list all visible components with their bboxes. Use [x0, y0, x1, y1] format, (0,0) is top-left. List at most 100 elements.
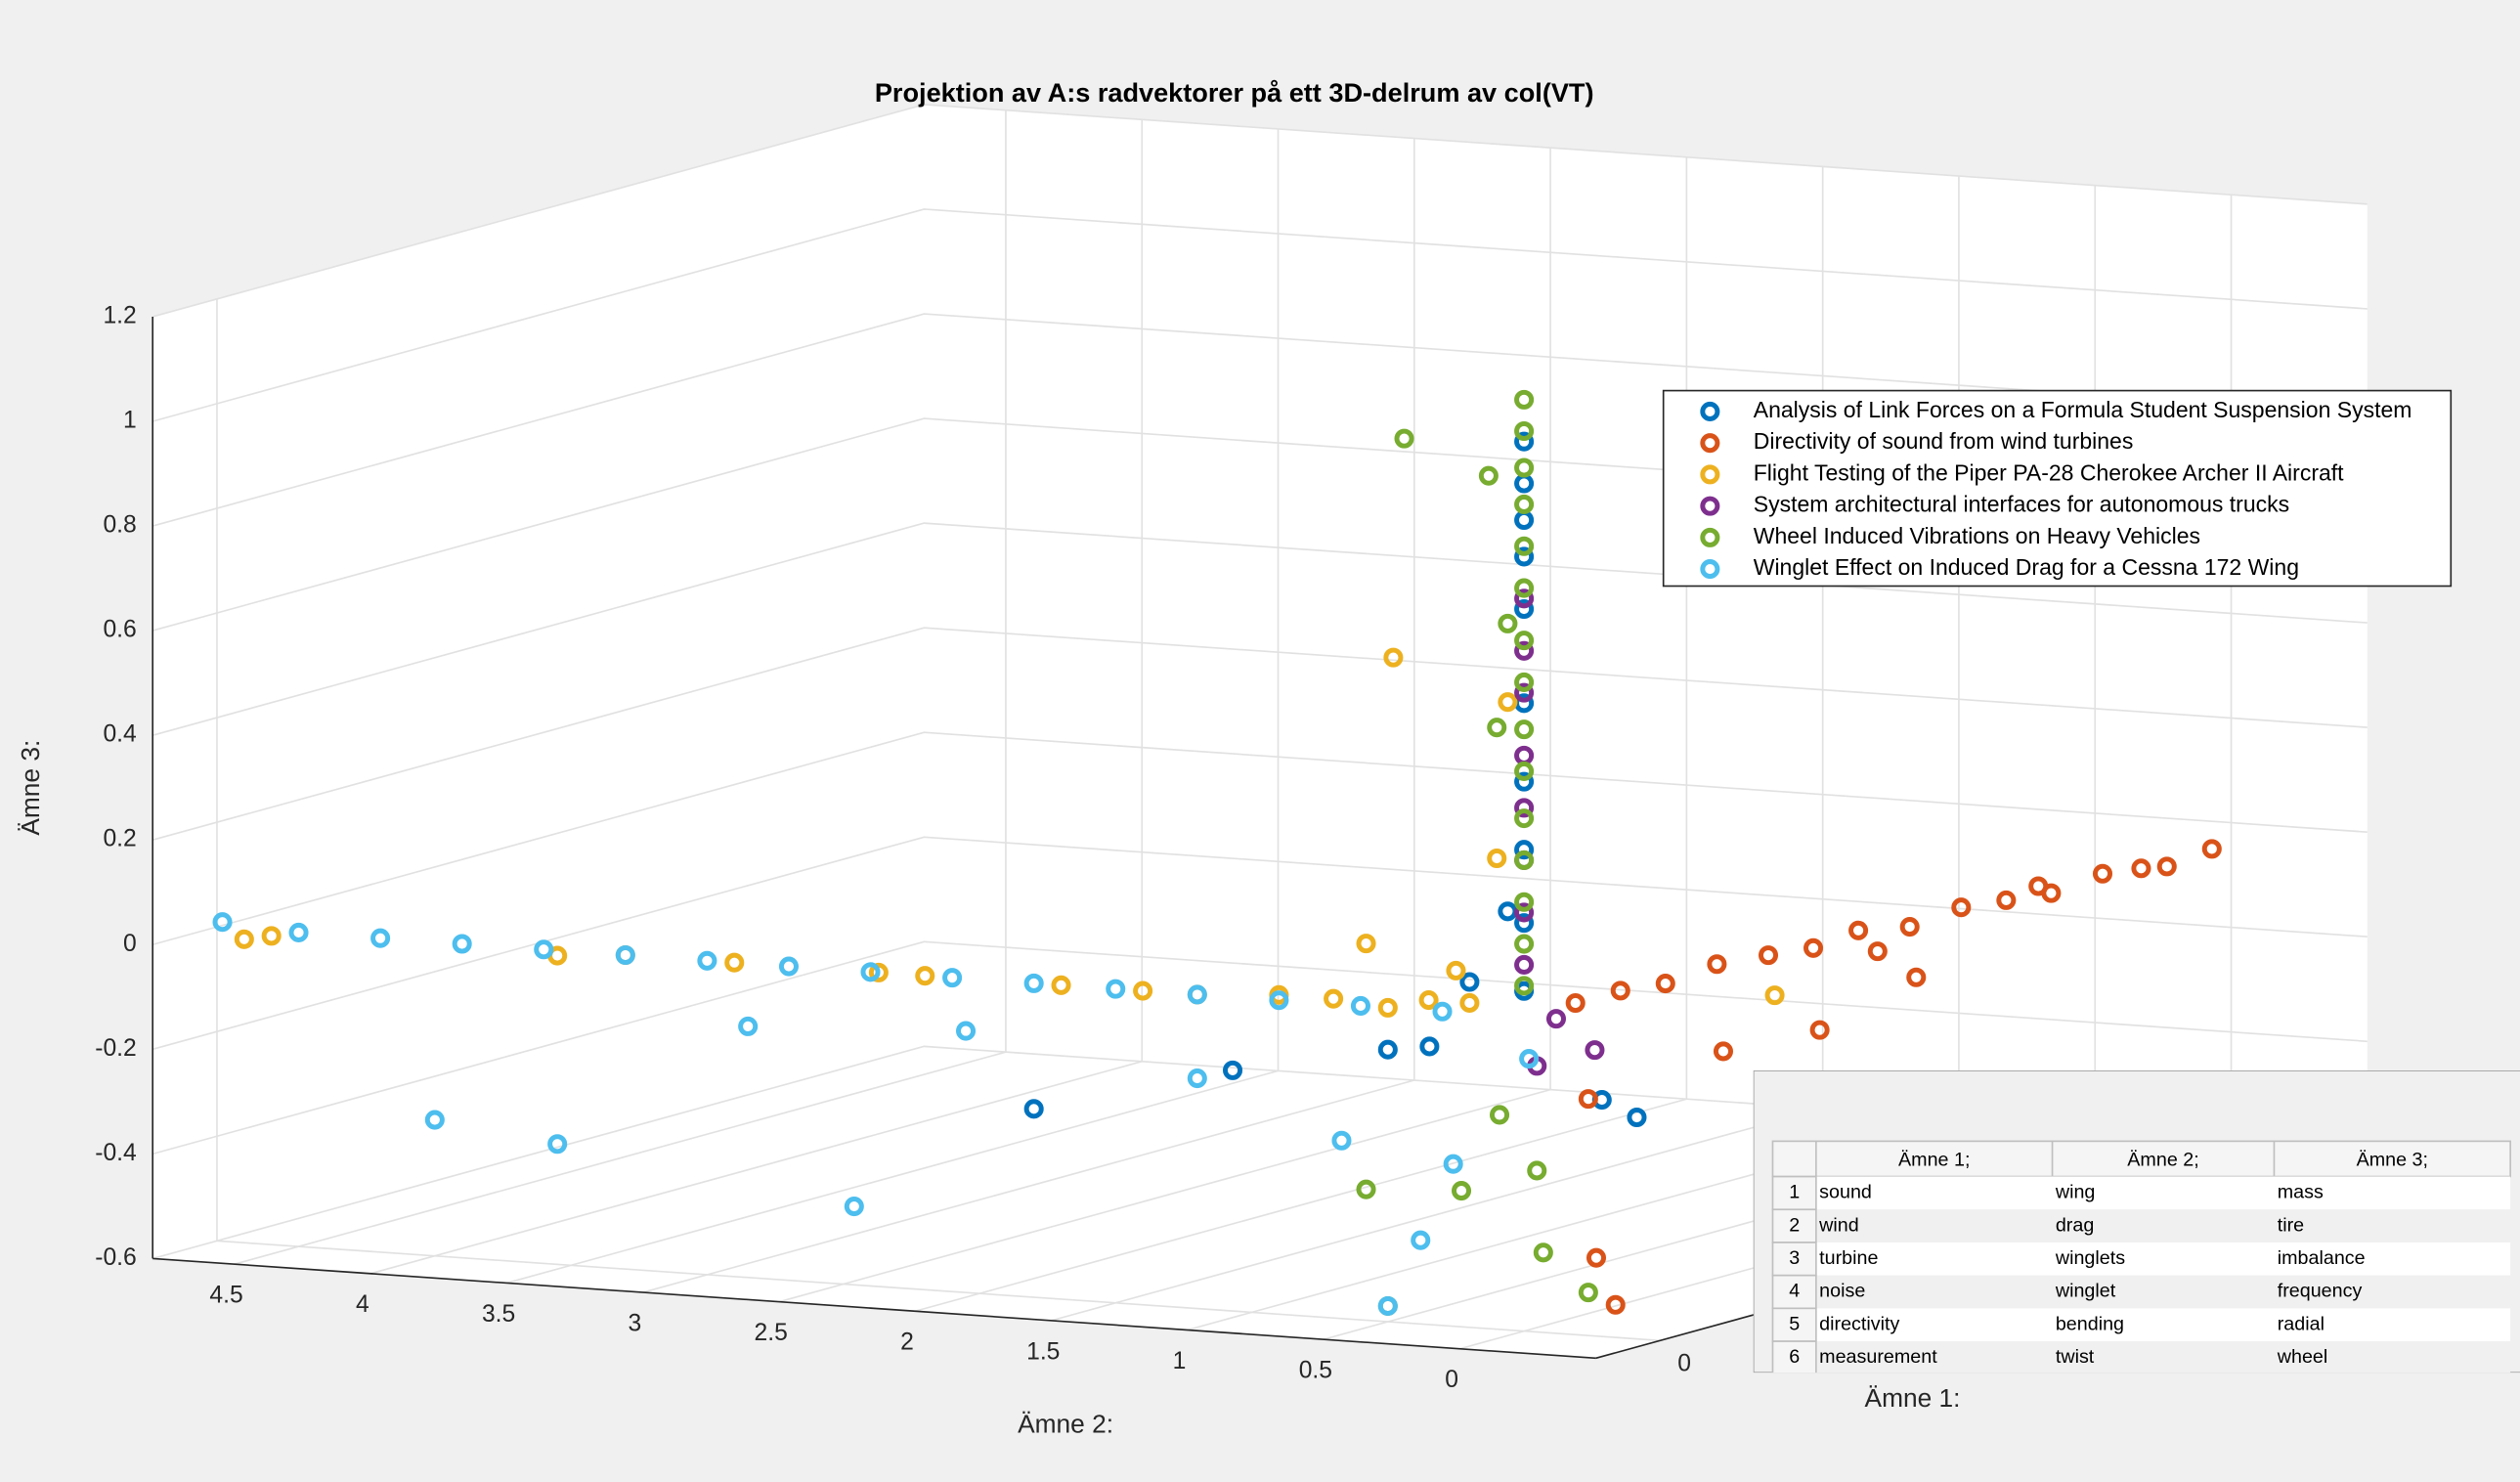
- data-point: [1478, 465, 1499, 486]
- data-point: [1514, 682, 1535, 703]
- data-point: [1514, 954, 1535, 975]
- data-point: [1106, 979, 1126, 999]
- grid-line: [152, 208, 2368, 422]
- data-point: [1487, 718, 1507, 738]
- table-cell: imbalance: [2278, 1247, 2366, 1269]
- data-point: [1187, 1068, 1207, 1089]
- data-point: [1809, 1020, 1830, 1040]
- grid-line: [152, 731, 2368, 946]
- data-point: [1514, 850, 1535, 870]
- y-tick-label: 1: [1173, 1348, 1187, 1374]
- data-point: [212, 912, 233, 933]
- grid-line: [152, 313, 2368, 527]
- data-point: [778, 956, 799, 977]
- legend-marker: [1700, 464, 1720, 485]
- data-point: [1514, 536, 1535, 556]
- data-point: [1514, 546, 1535, 567]
- data-point: [1514, 588, 1535, 609]
- data-point: [844, 1197, 864, 1217]
- row-number-bg: [1771, 1340, 1817, 1373]
- data-point: [1419, 1036, 1440, 1057]
- data-point: [1394, 428, 1414, 449]
- data-point: [1350, 995, 1370, 1016]
- legend: Analysis of Link Forces on a Formula Stu…: [1662, 389, 2453, 588]
- table-cell: measurement: [1819, 1346, 1937, 1368]
- grid-line: [152, 627, 2368, 841]
- data-point: [1996, 890, 2017, 910]
- z-tick-label: 1.2: [103, 302, 136, 328]
- data-point: [1578, 1283, 1598, 1303]
- data-point: [534, 939, 554, 960]
- data-point: [1377, 1295, 1398, 1316]
- data-point: [1514, 640, 1535, 661]
- data-point: [1906, 967, 1927, 987]
- data-point: [1446, 960, 1466, 981]
- data-point: [452, 934, 472, 954]
- y-tick-label: 2: [900, 1329, 914, 1356]
- data-point: [1487, 848, 1507, 869]
- grid-line: [234, 109, 1007, 1265]
- data-point: [1514, 798, 1535, 818]
- data-point: [1533, 1242, 1553, 1263]
- data-point: [942, 968, 963, 988]
- table-cell: winglets: [2055, 1247, 2125, 1269]
- row-number: 1: [1789, 1182, 1800, 1203]
- data-point: [1514, 431, 1535, 452]
- data-point: [1514, 934, 1535, 954]
- data-point: [1610, 981, 1630, 1001]
- data-point: [1867, 941, 1888, 962]
- table-row-bg: [1815, 1308, 2511, 1342]
- data-point: [1713, 1041, 1734, 1062]
- data-point: [1459, 992, 1480, 1013]
- data-point: [1331, 1130, 1352, 1151]
- data-point: [1514, 631, 1535, 651]
- table-cell: drag: [2056, 1214, 2094, 1236]
- data-point: [1490, 1105, 1510, 1125]
- legend-marker: [1700, 433, 1720, 454]
- z-tick-label: 0.4: [103, 721, 136, 748]
- legend-label: System architectural interfaces for auto…: [1754, 492, 2289, 517]
- data-point: [1443, 1154, 1463, 1174]
- data-point: [1377, 1039, 1398, 1060]
- legend-marker: [1700, 527, 1720, 547]
- column-header: Ämne 2;: [2127, 1149, 2198, 1170]
- table-row-bg: [1815, 1275, 2511, 1309]
- data-point: [860, 962, 881, 982]
- data-point: [615, 944, 635, 966]
- data-point: [1023, 973, 1044, 993]
- data-point: [1514, 458, 1535, 478]
- data-point: [1707, 954, 1727, 975]
- legend-label: Analysis of Link Forces on a Formula Stu…: [1754, 397, 2412, 422]
- data-point: [1655, 974, 1675, 994]
- grid-line: [642, 138, 1415, 1293]
- data-point: [1356, 1179, 1376, 1199]
- data-point: [956, 1021, 977, 1041]
- data-point: [2156, 856, 2177, 877]
- data-point: [1803, 937, 1824, 958]
- data-point: [1848, 920, 1869, 940]
- legend-label: Winglet Effect on Induced Drag for a Ces…: [1754, 554, 2299, 580]
- data-point: [1565, 992, 1586, 1014]
- grid-line: [152, 104, 2368, 318]
- data-point: [1514, 761, 1535, 781]
- data-point: [1514, 598, 1535, 620]
- legend-box: [1662, 389, 2453, 588]
- data-point: [1356, 934, 1376, 954]
- grid-line: [778, 148, 1551, 1303]
- legend-label: Wheel Induced Vibrations on Heavy Vehicl…: [1754, 523, 2200, 548]
- data-point: [1764, 985, 1785, 1006]
- row-number: 5: [1789, 1313, 1800, 1334]
- data-point: [1951, 897, 1972, 918]
- data-point: [1899, 917, 1920, 937]
- y-tick-label: 4.5: [209, 1283, 242, 1309]
- y-tick-label: 0: [1445, 1367, 1458, 1393]
- column-header: Ämne 3;: [2357, 1149, 2428, 1170]
- data-point: [1187, 984, 1207, 1005]
- z-tick-label: 0.2: [103, 826, 136, 852]
- table-row-bg: [1815, 1176, 2511, 1210]
- data-point: [1514, 494, 1535, 514]
- y-tick-label: 3.5: [482, 1301, 515, 1328]
- data-point: [738, 1016, 759, 1036]
- z-axis-label: Ämne 3:: [16, 740, 45, 836]
- table-cell: radial: [2278, 1313, 2324, 1334]
